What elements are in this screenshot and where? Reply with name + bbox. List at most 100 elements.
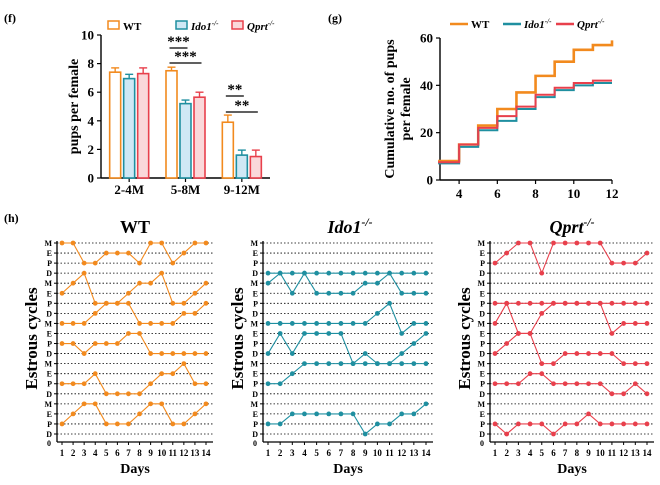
legend-swatch-f bbox=[231, 20, 244, 30]
estrous-point bbox=[103, 421, 109, 427]
estrous-point bbox=[59, 421, 65, 427]
estrous-point bbox=[265, 280, 271, 286]
estrous-point bbox=[574, 421, 580, 427]
estrous-trace bbox=[62, 302, 207, 324]
estrous-point bbox=[609, 351, 615, 356]
estrous-day-label: 7 bbox=[339, 448, 344, 458]
estrous-point bbox=[338, 270, 344, 276]
estrous-point bbox=[423, 321, 429, 326]
estrous-stage-label: M bbox=[250, 319, 258, 328]
estrous-point bbox=[515, 240, 521, 246]
bar-ido1 bbox=[179, 102, 192, 179]
estrous-point bbox=[527, 300, 533, 306]
estrous-point bbox=[399, 270, 405, 276]
estrous-point bbox=[126, 421, 131, 427]
estrous-point bbox=[70, 381, 76, 387]
estrous-day-label: 13 bbox=[190, 448, 200, 458]
estrous-point bbox=[314, 321, 320, 326]
estrous-point bbox=[411, 361, 417, 367]
estrous-point bbox=[515, 300, 521, 306]
estrous-day-label: 1 bbox=[493, 448, 498, 458]
estrous-zero-label: 0 bbox=[47, 439, 51, 448]
estrous-point bbox=[504, 341, 510, 346]
estrous-point bbox=[137, 331, 142, 336]
estrous-stage-label: E bbox=[253, 370, 258, 379]
estrous-point bbox=[265, 381, 271, 387]
step-line-ido1 bbox=[438, 81, 612, 165]
estrous-point bbox=[597, 240, 603, 246]
bar-qprt bbox=[249, 155, 263, 179]
estrous-point bbox=[551, 361, 556, 367]
estrous-trace bbox=[268, 302, 426, 335]
estrous-point bbox=[181, 310, 187, 316]
xtick-label-f: 2-4M bbox=[114, 182, 144, 197]
estrous-stage-label: D bbox=[252, 269, 258, 278]
legend-label-f: Qprt-/- bbox=[247, 20, 275, 33]
estrous-day-label: 11 bbox=[385, 448, 394, 458]
estrous-point bbox=[203, 381, 209, 387]
estrous-stage-label: D bbox=[46, 430, 52, 439]
ytick-label-f: 6 bbox=[88, 85, 95, 100]
estrous-point bbox=[181, 421, 187, 427]
estrous-point bbox=[114, 341, 120, 346]
estrous-point bbox=[289, 290, 295, 296]
bar-wt bbox=[221, 121, 235, 179]
estrous-point bbox=[203, 280, 209, 286]
estrous-point bbox=[277, 381, 283, 387]
estrous-point bbox=[203, 351, 209, 356]
ytick-label-f: 0 bbox=[88, 171, 95, 186]
estrous-panel-title: WT bbox=[120, 217, 150, 237]
estrous-stage-label: P bbox=[480, 380, 485, 389]
estrous-point bbox=[338, 321, 344, 326]
estrous-day-label: 2 bbox=[71, 448, 76, 458]
estrous-day-label: 10 bbox=[373, 448, 383, 458]
estrous-point bbox=[609, 331, 615, 336]
estrous-stage-label: P bbox=[253, 340, 258, 349]
estrous-point bbox=[126, 331, 131, 336]
estrous-point bbox=[170, 371, 176, 377]
estrous-day-label: 7 bbox=[126, 448, 131, 458]
estrous-point bbox=[574, 351, 580, 356]
estrous-stage-label: E bbox=[253, 410, 258, 419]
estrous-point bbox=[632, 260, 638, 266]
estrous-point bbox=[399, 351, 405, 356]
estrous-point bbox=[399, 331, 405, 336]
estrous-day-label: 8 bbox=[575, 448, 580, 458]
estrous-day-label: 10 bbox=[157, 448, 167, 458]
estrous-point bbox=[114, 391, 120, 397]
estrous-point bbox=[527, 371, 533, 377]
step-line-qprt bbox=[438, 79, 612, 164]
estrous-point bbox=[302, 331, 307, 336]
estrous-point bbox=[387, 300, 392, 306]
estrous-point bbox=[539, 310, 545, 316]
estrous-point bbox=[621, 421, 627, 427]
estrous-stage-label: E bbox=[253, 329, 258, 338]
estrous-point bbox=[562, 240, 568, 246]
estrous-panel-title: Ido1-/- bbox=[326, 216, 372, 237]
estrous-point bbox=[362, 431, 368, 437]
estrous-trace bbox=[62, 362, 206, 395]
estrous-trace bbox=[61, 272, 207, 304]
estrous-point bbox=[399, 411, 405, 417]
estrous-point bbox=[350, 270, 356, 276]
estrous-point bbox=[374, 280, 380, 286]
estrous-day-label: 7 bbox=[563, 448, 568, 458]
estrous-day-label: 8 bbox=[137, 448, 142, 458]
significance-label: *** bbox=[174, 49, 197, 65]
estrous-day-label: 13 bbox=[631, 448, 641, 458]
estrous-point bbox=[515, 421, 521, 427]
estrous-point bbox=[181, 351, 187, 356]
estrous-y-axis-label: Estrous cycles bbox=[455, 287, 474, 390]
bar-qprt bbox=[136, 72, 150, 179]
estrous-point bbox=[277, 331, 283, 336]
estrous-stage-label: D bbox=[46, 269, 52, 278]
estrous-point bbox=[350, 411, 356, 417]
estrous-point bbox=[103, 391, 109, 397]
estrous-point bbox=[103, 341, 109, 346]
estrous-point bbox=[314, 270, 320, 276]
estrous-point bbox=[504, 431, 510, 437]
estrous-point bbox=[326, 290, 332, 296]
estrous-y-axis-label: Estrous cycles bbox=[22, 287, 41, 390]
estrous-point bbox=[562, 421, 568, 427]
bar-qprt bbox=[193, 96, 206, 179]
